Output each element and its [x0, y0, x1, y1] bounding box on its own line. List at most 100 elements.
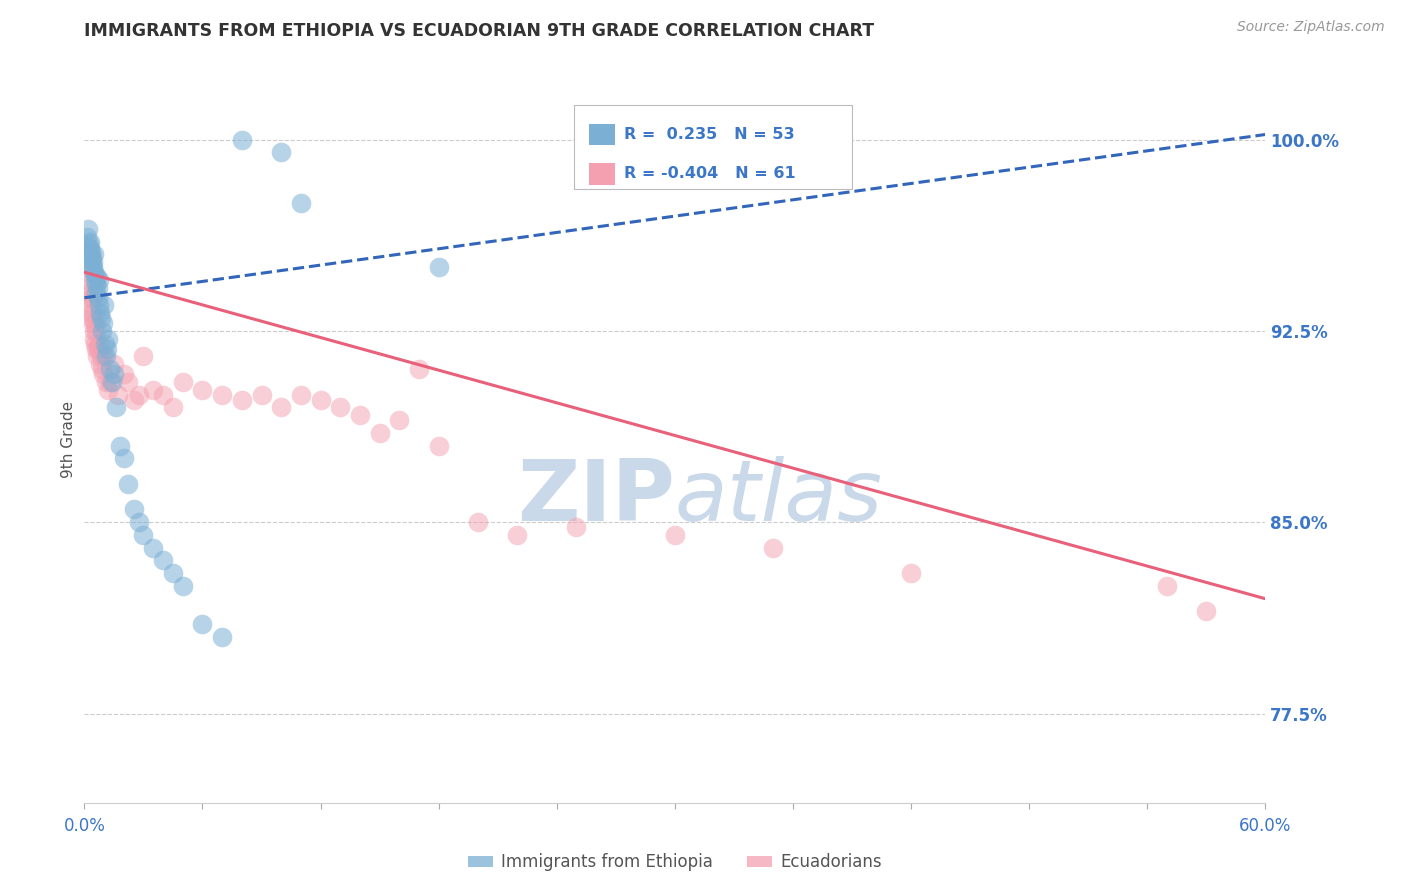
Point	[89, 336, 111, 351]
Point	[96, 342, 118, 356]
Point	[79, 285, 101, 300]
Point	[83, 324, 105, 338]
Point	[368, 425, 391, 440]
Point	[97, 383, 120, 397]
Point	[89, 273, 111, 287]
Point	[290, 387, 312, 401]
Point	[83, 316, 105, 330]
Point	[87, 298, 110, 312]
Point	[191, 617, 214, 632]
Point	[107, 387, 129, 401]
Point	[117, 477, 139, 491]
Point	[91, 368, 114, 382]
Point	[388, 413, 411, 427]
Point	[82, 255, 104, 269]
Point	[83, 265, 105, 279]
Point	[762, 541, 785, 555]
Point	[191, 383, 214, 397]
Point	[506, 528, 529, 542]
Point	[117, 375, 139, 389]
Legend: Immigrants from Ethiopia, Ecuadorians: Immigrants from Ethiopia, Ecuadorians	[461, 847, 889, 878]
Point	[80, 258, 103, 272]
Point	[83, 273, 105, 287]
Point	[1156, 579, 1178, 593]
Point	[79, 298, 101, 312]
Point	[90, 311, 112, 326]
Point	[84, 336, 107, 351]
Point	[82, 291, 104, 305]
Point	[79, 237, 101, 252]
Point	[84, 277, 107, 292]
Point	[98, 362, 121, 376]
Point	[90, 350, 112, 364]
Bar	[589, 163, 614, 185]
Point	[83, 332, 105, 346]
Point	[565, 520, 588, 534]
Point	[132, 528, 155, 542]
Point	[77, 273, 100, 287]
Point	[467, 515, 489, 529]
Point	[82, 260, 104, 274]
Bar	[589, 124, 614, 145]
Point	[152, 387, 174, 401]
Point	[1195, 605, 1218, 619]
Point	[211, 387, 233, 401]
Point	[84, 342, 107, 356]
Point	[309, 392, 332, 407]
Point	[86, 270, 108, 285]
Point	[77, 222, 100, 236]
Point	[231, 392, 253, 407]
Point	[664, 528, 686, 542]
Point	[142, 541, 165, 555]
Point	[80, 311, 103, 326]
Point	[77, 265, 100, 279]
Point	[79, 280, 101, 294]
Point	[82, 316, 104, 330]
Point	[76, 260, 98, 274]
Point	[408, 362, 430, 376]
Text: Source: ZipAtlas.com: Source: ZipAtlas.com	[1237, 20, 1385, 34]
Point	[128, 515, 150, 529]
Point	[94, 375, 117, 389]
Point	[91, 324, 114, 338]
Point	[101, 375, 124, 389]
Point	[89, 306, 111, 320]
Text: atlas: atlas	[675, 456, 883, 539]
Y-axis label: 9th Grade: 9th Grade	[60, 401, 76, 478]
Point	[132, 350, 155, 364]
Point	[87, 342, 110, 356]
Point	[79, 242, 101, 256]
Text: R = -0.404   N = 61: R = -0.404 N = 61	[624, 166, 796, 181]
Text: ZIP: ZIP	[517, 456, 675, 539]
Point	[94, 336, 117, 351]
Point	[79, 291, 101, 305]
Point	[427, 439, 450, 453]
Point	[349, 408, 371, 422]
Point	[80, 244, 103, 259]
Point	[108, 439, 131, 453]
Point	[79, 252, 101, 267]
Point	[76, 229, 98, 244]
Point	[211, 630, 233, 644]
Point	[91, 362, 114, 376]
Point	[427, 260, 450, 274]
Point	[79, 235, 101, 249]
Point	[89, 357, 111, 371]
Point	[93, 350, 115, 364]
Text: IMMIGRANTS FROM ETHIOPIA VS ECUADORIAN 9TH GRADE CORRELATION CHART: IMMIGRANTS FROM ETHIOPIA VS ECUADORIAN 9…	[84, 22, 875, 40]
Point	[82, 250, 104, 264]
Point	[94, 350, 117, 364]
Point	[162, 401, 184, 415]
Point	[97, 332, 120, 346]
Point	[103, 357, 125, 371]
Point	[270, 145, 292, 160]
Point	[84, 324, 107, 338]
Point	[112, 451, 135, 466]
Point	[83, 247, 105, 261]
Point	[98, 375, 121, 389]
Point	[80, 306, 103, 320]
Point	[142, 383, 165, 397]
Point	[104, 401, 127, 415]
Point	[77, 240, 100, 254]
Point	[87, 280, 110, 294]
